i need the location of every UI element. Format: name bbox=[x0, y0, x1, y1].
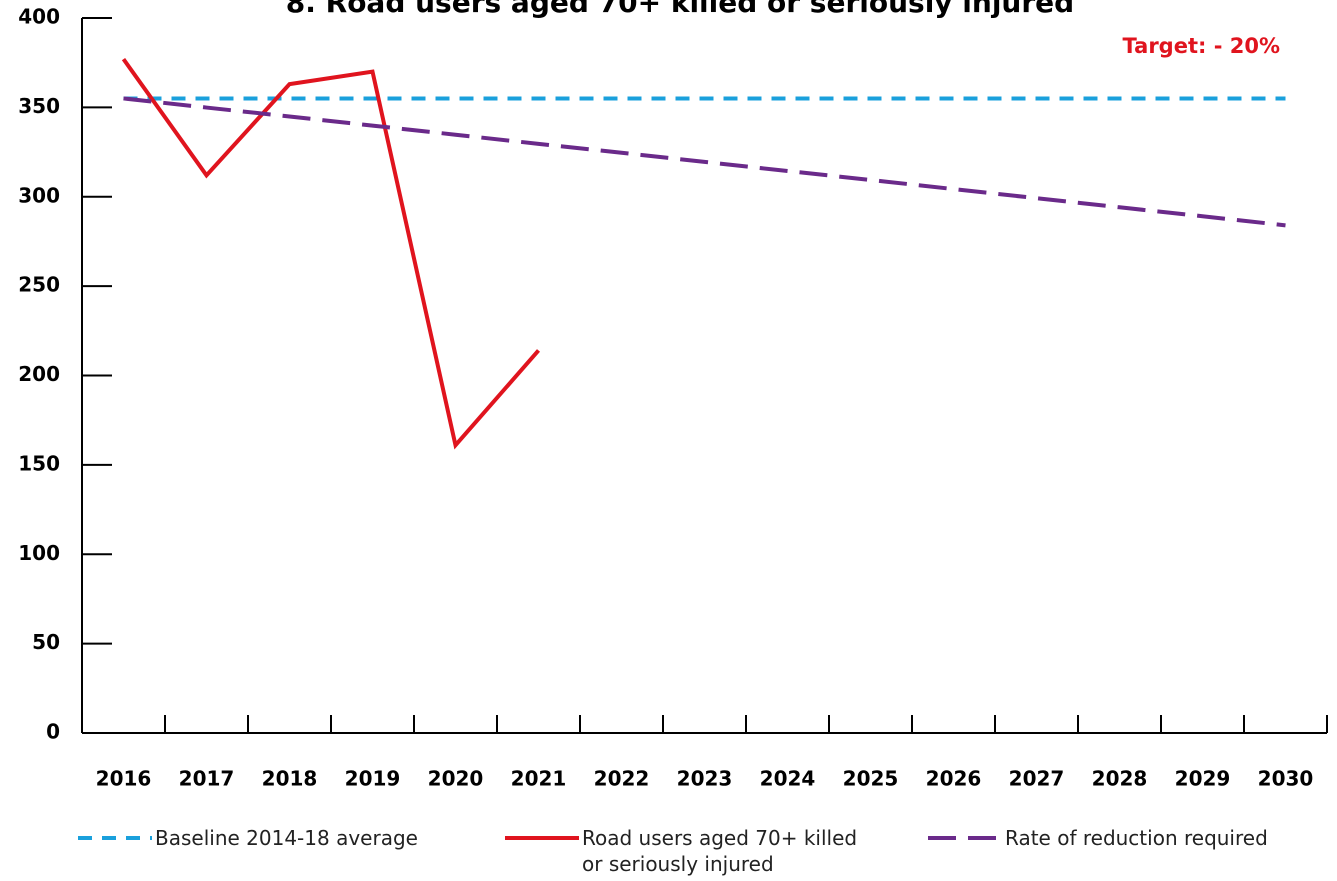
y-tick-label: 350 bbox=[18, 94, 60, 118]
x-tick-label: 2028 bbox=[1092, 767, 1148, 791]
x-tick-label: 2030 bbox=[1258, 767, 1314, 791]
y-tick-label: 300 bbox=[18, 183, 60, 207]
y-tick-label: 200 bbox=[18, 362, 60, 386]
y-tick-label: 150 bbox=[18, 451, 60, 475]
series-line bbox=[121, 57, 541, 450]
x-tick-label: 2021 bbox=[511, 767, 567, 791]
y-tick-label: 100 bbox=[18, 541, 60, 565]
x-tick-label: 2017 bbox=[179, 767, 235, 791]
x-tick-label: 2029 bbox=[1175, 767, 1231, 791]
y-tick-label: 250 bbox=[18, 273, 60, 297]
legend-label: Baseline 2014-18 average bbox=[155, 826, 418, 850]
x-tick-label: 2019 bbox=[345, 767, 401, 791]
x-tick-label: 2024 bbox=[760, 767, 816, 791]
y-tick-label: 50 bbox=[32, 630, 60, 654]
x-tick-label: 2018 bbox=[262, 767, 318, 791]
legend-label: Rate of reduction required bbox=[1005, 826, 1268, 850]
chart-title: 8. Road users aged 70+ killed or serious… bbox=[286, 0, 1074, 19]
x-tick-label: 2027 bbox=[1009, 767, 1065, 791]
series-line bbox=[123, 96, 1286, 228]
x-tick-label: 2016 bbox=[96, 767, 152, 791]
y-tick-label: 400 bbox=[18, 5, 60, 29]
x-tick-label: 2020 bbox=[428, 767, 484, 791]
x-tick-label: 2023 bbox=[677, 767, 733, 791]
x-tick-label: 2026 bbox=[926, 767, 982, 791]
annotation: Target: - 20% bbox=[1123, 34, 1280, 58]
y-tick-label: 0 bbox=[46, 720, 60, 744]
x-tick-label: 2022 bbox=[594, 767, 650, 791]
x-tick-label: 2025 bbox=[843, 767, 899, 791]
legend-label: Road users aged 70+ killed or seriously … bbox=[582, 826, 858, 876]
